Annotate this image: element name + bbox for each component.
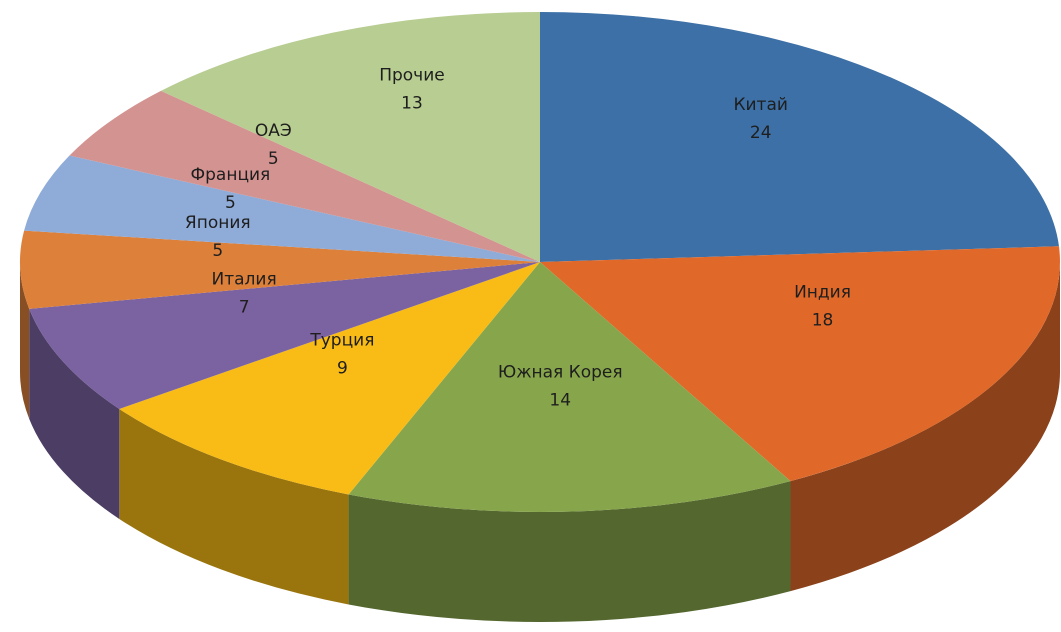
slice-label: Южная Корея	[498, 363, 623, 383]
slice	[69, 90, 540, 262]
slice-label: Турция	[309, 330, 374, 350]
slice	[540, 12, 1059, 262]
value-label: 7	[239, 298, 250, 318]
slice-side	[348, 481, 791, 622]
slice	[540, 246, 1060, 482]
slice-label: ОАЭ	[255, 121, 292, 141]
slice	[160, 12, 540, 262]
value-label: 14	[549, 391, 571, 411]
slice	[119, 262, 541, 495]
slice-side	[119, 408, 349, 605]
value-label: 5	[268, 149, 279, 169]
value-label: 18	[812, 311, 834, 331]
slice-label: Италия	[212, 270, 277, 290]
value-label: 5	[225, 193, 236, 213]
slice-label: Китай	[733, 95, 788, 115]
slice-label: Прочие	[379, 66, 445, 86]
value-label: 13	[401, 94, 423, 114]
slice-label: Япония	[185, 213, 251, 233]
value-label: 9	[337, 358, 348, 378]
slice-side	[29, 308, 120, 519]
slice-label: Франция	[190, 165, 270, 185]
slice-side	[20, 262, 30, 419]
value-label: 5	[212, 241, 223, 261]
slice	[20, 230, 541, 309]
slice-label: Индия	[794, 283, 851, 303]
slice	[24, 155, 541, 262]
value-label: 24	[750, 123, 772, 143]
slice	[348, 262, 791, 512]
slice	[29, 262, 540, 409]
slice-side	[790, 262, 1060, 592]
